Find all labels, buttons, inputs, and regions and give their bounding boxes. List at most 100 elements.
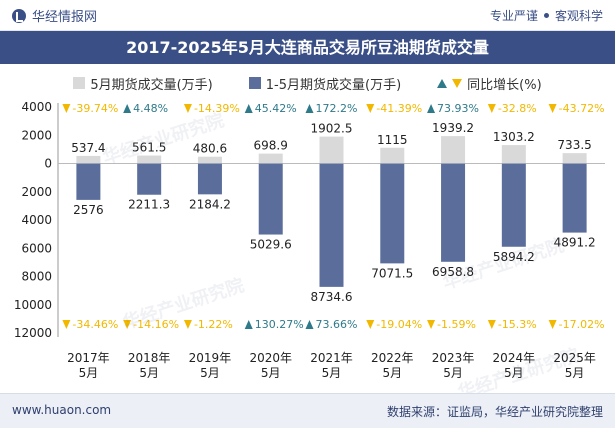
x-tick-label: 2023年 [432, 351, 475, 365]
legend-swatch-monthly [73, 77, 86, 89]
triangle-down-icon [548, 104, 557, 113]
triangle-up-icon [123, 104, 132, 113]
x-tick-label: 5月 [565, 366, 585, 380]
bar-cumulative [76, 163, 101, 200]
bar-monthly [441, 136, 466, 164]
growth-label-monthly: -41.39% [376, 102, 422, 115]
x-tick-label: 2017年 [67, 351, 110, 365]
triangle-down-icon [62, 104, 71, 113]
bar-cumulative [562, 163, 587, 233]
bar-monthly [258, 153, 283, 164]
triangle-up-icon [305, 104, 314, 113]
data-source: 数据来源：证监局，华经产业研究院整理 [386, 405, 603, 419]
growth-label-monthly: 172.2% [316, 102, 358, 115]
triangle-down-icon [183, 104, 192, 113]
growth-label-monthly: 45.42% [255, 102, 297, 115]
legend-label-growth: 同比增长(%) [467, 77, 542, 93]
legend-label-cumulative: 1-5月期货成交量(万手) [265, 77, 402, 93]
bar-monthly [197, 156, 222, 164]
growth-label-cumulative: 73.66% [316, 318, 358, 331]
triangle-down-icon [427, 320, 436, 329]
legend-label-monthly: 5月期货成交量(万手) [90, 77, 213, 93]
y-tick-label: 2000 [21, 128, 52, 142]
data-label-monthly: 1902.5 [311, 122, 353, 136]
growth-label-monthly: -14.39% [194, 102, 240, 115]
growth-label-cumulative: -1.59% [437, 318, 476, 331]
x-tick-label: 5月 [79, 366, 99, 380]
growth-label-cumulative: -19.04% [376, 318, 422, 331]
x-tick-label: 2021年 [310, 351, 353, 365]
y-tick-label: 6000 [21, 241, 52, 255]
data-label-cumulative: 5894.2 [493, 250, 535, 264]
triangle-up-icon [244, 104, 253, 113]
bar-monthly [501, 145, 526, 164]
growth-label-monthly: 73.93% [437, 102, 479, 115]
x-tick-label: 2022年 [371, 351, 414, 365]
triangle-down-icon [62, 320, 71, 329]
y-tick-label: 8000 [21, 270, 52, 284]
data-label-monthly: 561.5 [132, 141, 166, 155]
bar-monthly [137, 155, 162, 164]
data-label-cumulative: 2576 [73, 203, 104, 217]
triangle-down-icon [452, 78, 463, 88]
growth-label-cumulative: -17.02% [559, 318, 605, 331]
bar-cumulative [258, 163, 283, 235]
dot-icon [543, 13, 549, 18]
growth-label-cumulative: -14.16% [133, 318, 179, 331]
bar-cumulative [501, 163, 526, 247]
growth-label-monthly: -39.74% [72, 102, 118, 115]
triangle-up-icon [427, 104, 436, 113]
x-tick-label: 2019年 [189, 351, 232, 365]
growth-label-cumulative: -1.22% [194, 318, 233, 331]
bar-cumulative [441, 163, 466, 262]
x-tick-label: 5月 [139, 366, 159, 380]
bar-cumulative [137, 163, 162, 195]
growth-label-cumulative: 130.27% [255, 318, 304, 331]
legend-item-monthly: 5月期货成交量(万手) [73, 72, 213, 94]
data-label-monthly: 537.4 [71, 141, 105, 155]
data-label-monthly: 480.6 [193, 142, 227, 156]
footer: www.huaon.com 数据来源：证监局，华经产业研究院整理 [0, 393, 615, 428]
data-label-cumulative: 4891.2 [554, 236, 596, 250]
x-tick-label: 2025年 [553, 351, 596, 365]
triangle-down-icon [366, 320, 375, 329]
x-tick-label: 2018年 [128, 351, 171, 365]
x-tick-label: 5月 [200, 366, 220, 380]
brand-logo-icon [12, 8, 26, 23]
x-tick-label: 5月 [443, 366, 463, 380]
y-tick-label: 10000 [14, 298, 52, 312]
bar-monthly [380, 147, 405, 164]
data-label-monthly: 1303.2 [493, 130, 535, 144]
y-tick-label: 4000 [21, 100, 52, 114]
x-tick-label: 5月 [382, 366, 402, 380]
growth-label-cumulative: -15.3% [498, 318, 537, 331]
bar-cumulative [319, 163, 344, 287]
bar-monthly [562, 153, 587, 164]
chart-plot: 4000 2000 0 2000 4000 6000 8000 10000 12000 537.4… [14, 100, 605, 380]
tagline-left: 专业严谨 [489, 9, 538, 23]
triangle-down-icon [123, 320, 132, 329]
top-bar: 华经情报网 专业严谨 客观科学 [0, 0, 615, 31]
y-tick-label: 2000 [21, 185, 52, 199]
tagline-right: 客观科学 [554, 9, 603, 23]
triangle-down-icon [183, 320, 192, 329]
growth-label-cumulative: -34.46% [72, 318, 118, 331]
bar-monthly [76, 155, 101, 164]
bar-cumulative [197, 163, 222, 195]
y-tick-label: 4000 [21, 213, 52, 227]
data-label-monthly: 733.5 [557, 138, 591, 152]
growth-label-monthly: -32.8% [498, 102, 537, 115]
triangle-down-icon [366, 104, 375, 113]
data-label-cumulative: 2211.3 [128, 198, 170, 212]
brand-name: 华经情报网 [32, 10, 98, 25]
triangle-down-icon [487, 320, 496, 329]
triangle-up-icon [437, 78, 448, 88]
data-label-monthly: 1939.2 [432, 121, 474, 135]
data-label-cumulative: 5029.6 [250, 238, 292, 252]
website-link[interactable]: www.huaon.com [12, 403, 112, 417]
bar-monthly [319, 136, 344, 164]
x-tick-label: 5月 [504, 366, 524, 380]
brand: 华经情报网 [12, 6, 97, 25]
triangle-down-icon [548, 320, 557, 329]
x-tick-label: 5月 [322, 366, 342, 380]
